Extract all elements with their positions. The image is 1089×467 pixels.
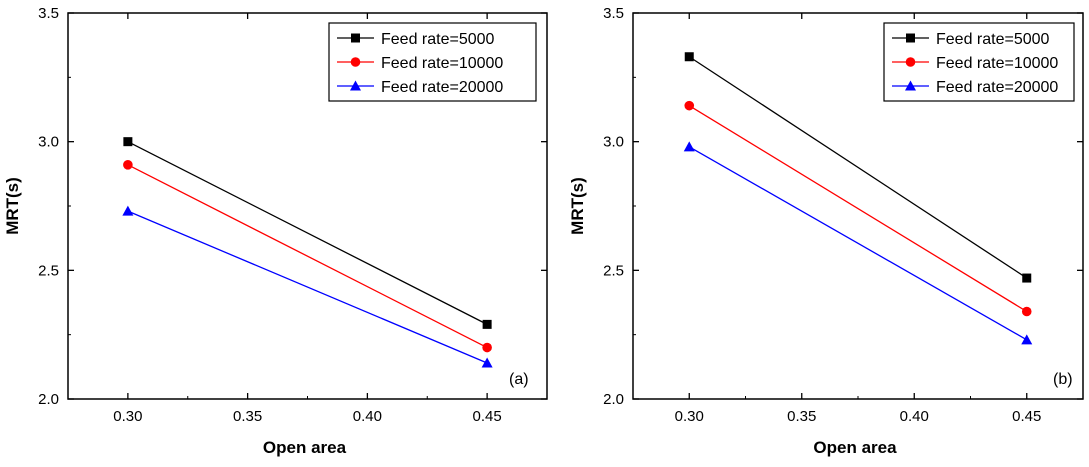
legend-marker (350, 80, 361, 91)
legend-label: Feed rate=10000 (381, 55, 503, 72)
legend-marker (905, 80, 916, 91)
x-tick-label: 0.45 (1012, 408, 1041, 425)
y-axis-title: MRT(s) (568, 177, 587, 235)
x-tick-label: 0.35 (787, 408, 816, 425)
legend-marker (350, 57, 361, 67)
x-tick-label: 0.40 (900, 408, 929, 425)
series-line-2 (688, 105, 1028, 313)
series-line-1 (127, 141, 488, 325)
x-tick-label: 0.35 (233, 408, 262, 425)
series-line-3 (127, 210, 488, 364)
data-point (482, 319, 492, 329)
y-tick-label: 3.5 (603, 5, 624, 22)
legend-label: Feed rate=20000 (381, 79, 503, 96)
data-point (1022, 273, 1032, 283)
y-tick-label: 2.0 (38, 391, 59, 408)
legend-label: Feed rate=20000 (936, 79, 1058, 96)
data-point (123, 160, 133, 170)
data-point (1021, 306, 1032, 317)
data-point (1021, 334, 1033, 345)
x-tick-label: 0.45 (473, 408, 502, 425)
legend-marker (906, 33, 915, 43)
legend-label: Feed rate=5000 (936, 31, 1050, 48)
panel-label: (b) (1053, 371, 1073, 388)
y-tick-label: 2.5 (38, 262, 59, 279)
legend-marker (351, 33, 360, 43)
x-axis-title: Open area (813, 438, 897, 457)
y-tick-label: 3.0 (38, 134, 59, 151)
series-line-3 (688, 146, 1028, 341)
chart-panel-a: 0.30 0.35 0.40 0.45 2.0 2.5 3.0 3.5 Open area MRT… (3, 5, 548, 457)
panel-label: (a) (509, 371, 529, 388)
x-tick-label: 0.30 (675, 408, 704, 425)
data-point (482, 342, 492, 353)
y-tick-label: 3.5 (38, 5, 59, 22)
y-tick-label: 2.0 (603, 391, 624, 408)
data-point (123, 137, 133, 147)
legend: Feed rate=5000 Feed rate=10000 Feed rate=2… (328, 22, 537, 102)
y-axis-title: MRT(s) (3, 177, 22, 235)
data-point (122, 205, 134, 216)
y-tick-label: 2.5 (603, 262, 624, 279)
legend: Feed rate=5000 Feed rate=10000 Feed rate=2… (883, 22, 1075, 102)
legend-marker (905, 57, 916, 67)
data-point (684, 100, 695, 111)
x-tick-label: 0.30 (113, 408, 142, 425)
data-point (481, 357, 493, 368)
chart-panel-b: 0.30 0.35 0.40 0.45 2.0 2.5 3.0 3.5 Open area MRT… (568, 5, 1084, 457)
x-axis-title: Open area (263, 438, 347, 457)
y-tick-label: 3.0 (603, 134, 624, 151)
x-tick-label: 0.40 (353, 408, 382, 425)
data-point (684, 52, 694, 62)
series-line-2 (127, 164, 488, 349)
legend-label: Feed rate=5000 (381, 31, 495, 48)
data-point (683, 141, 695, 152)
series-line-1 (688, 56, 1028, 279)
legend-label: Feed rate=10000 (936, 55, 1058, 72)
